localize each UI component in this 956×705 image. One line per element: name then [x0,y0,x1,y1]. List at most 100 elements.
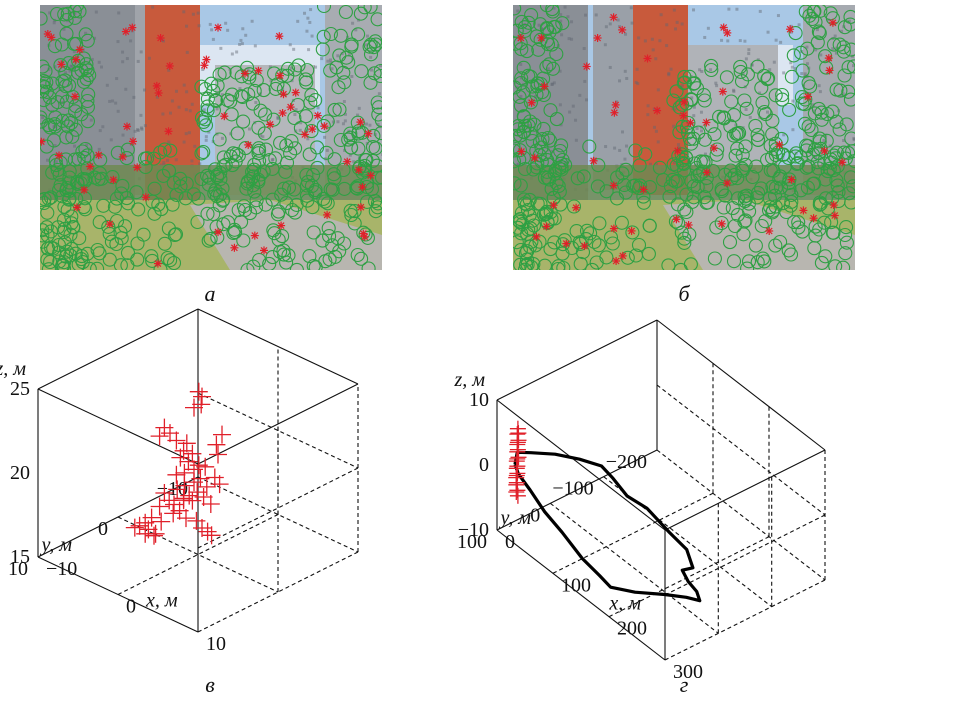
window [779,40,783,44]
window [298,128,302,132]
window [84,31,88,35]
feature-marker-red [313,111,322,120]
feature-marker-green [801,75,816,90]
window [244,33,248,37]
feature-marker-green [60,119,76,134]
feature-marker-green [682,227,697,242]
feature-marker-green [80,99,95,115]
marker-stroke [80,186,88,194]
marker-stroke [610,13,618,21]
feature-marker-green [337,75,352,90]
feature-marker-green [113,258,128,270]
feature-marker-green [831,185,846,200]
feature-marker-green [527,117,542,132]
point-marker [175,463,194,482]
window [648,162,652,166]
window [220,136,224,140]
feature-marker-green [716,110,731,125]
window [700,69,704,73]
feature-marker-green [540,153,555,168]
marker-stroke [537,34,545,42]
feature-marker-green [748,238,763,253]
marker-stroke [531,154,539,162]
feature-marker-green [62,170,77,185]
feature-marker-green [338,5,353,20]
point-marker [188,483,207,502]
window [559,123,563,127]
feature-marker-green [523,95,538,110]
window [815,28,819,32]
point-marker [155,484,174,502]
feature-marker-green [599,184,614,199]
feature-marker-green [256,83,271,98]
feature-marker-green [591,238,606,253]
window [151,5,155,9]
feature-marker-green [675,152,690,168]
feature-marker-green [582,139,597,154]
window [805,45,809,49]
window [182,10,186,14]
window [646,113,650,117]
feature-marker-green [542,25,557,40]
window [202,108,206,112]
feature-marker-green [807,5,822,19]
feature-marker-green [514,42,529,57]
feature-marker-green [194,146,209,161]
feature-marker-green [837,68,852,83]
feature-marker-green [817,215,832,230]
feature-marker-green [42,90,57,105]
window [224,21,228,25]
feature-marker-red [829,201,838,210]
feature-marker-green [220,215,236,230]
point-marker [192,395,211,414]
panel-c-box-edge [37,476,199,558]
feature-marker-green [68,98,83,114]
window [560,33,564,37]
window [354,28,358,32]
path [190,200,382,270]
feature-marker-green [153,145,168,160]
feature-marker-red [200,61,209,70]
feature-marker-green [333,132,348,148]
feature-marker-green [341,132,356,147]
panel-c-grid-line [117,516,279,593]
window [303,11,307,15]
point-marker [509,434,526,451]
feature-marker-green [287,182,302,197]
marker-stroke [680,98,688,106]
window [692,105,696,109]
feature-marker-green [798,5,813,19]
panel-c-x-tick-label: −10 [46,558,77,580]
marker-stroke [674,147,682,155]
window [136,59,140,63]
point-marker [160,491,179,510]
marker-stroke [532,233,540,241]
feature-marker-green [224,107,239,122]
marker-stroke [710,144,718,152]
point-marker [177,434,196,453]
point-marker [197,477,216,496]
feature-marker-green [548,163,563,178]
window [70,64,74,68]
marker-stroke [640,185,647,193]
window [744,57,748,61]
feature-marker-green [168,227,184,242]
feature-marker-green [684,136,699,151]
feature-marker-green [64,209,79,224]
window [215,107,219,111]
window [62,27,66,31]
feature-marker-green [812,131,827,146]
window [537,23,541,27]
window [743,39,747,43]
panel-c-box-edge [37,308,199,390]
feature-marker-green [262,256,277,270]
feature-marker-green [130,236,145,251]
feature-marker-green [275,68,290,83]
feature-marker-green [213,165,228,180]
feature-marker-green [768,238,783,253]
feature-marker-red [542,222,551,231]
feature-marker-green [194,110,210,125]
panel-d-box-edge-hidden [656,449,826,581]
window [307,48,311,52]
feature-marker-green [131,202,146,217]
